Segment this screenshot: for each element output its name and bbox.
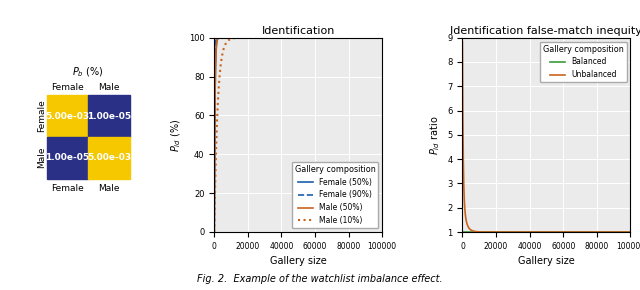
Text: $P_b$ (%): $P_b$ (%) [72, 66, 104, 79]
Bar [47, 137, 88, 179]
Female (50%) [211, 230, 218, 233]
Female (90%) [343, 36, 351, 39]
Unbalanced [627, 230, 634, 234]
Female (90%) [378, 36, 386, 39]
Male (50%) [374, 36, 381, 39]
Female (50%) [219, 36, 227, 39]
Female (50%) [288, 36, 296, 39]
Text: 1.00e-05: 1.00e-05 [87, 112, 131, 121]
Unbalanced [622, 230, 630, 234]
Male (50%) [378, 36, 386, 39]
Line: Female (90%): Female (90%) [214, 38, 382, 231]
Text: Male: Male [37, 147, 46, 168]
Legend: Female (50%), Female (90%), Male (50%), Male (10%): Female (50%), Female (90%), Male (50%), … [291, 162, 378, 228]
Text: 5.00e-03: 5.00e-03 [87, 153, 131, 162]
Balanced [540, 230, 548, 234]
Title: Identification: Identification [262, 26, 335, 36]
Male (50%) [374, 36, 381, 39]
Text: Female: Female [51, 184, 84, 193]
Y-axis label: $P_{id}$ (%): $P_{id}$ (%) [170, 118, 183, 152]
Text: Female: Female [51, 83, 84, 92]
Text: Male: Male [99, 83, 120, 92]
Balanced [621, 230, 629, 234]
Balanced [536, 230, 543, 234]
Unbalanced [540, 230, 548, 234]
Female (90%) [292, 36, 300, 39]
X-axis label: Gallery size: Gallery size [518, 256, 575, 266]
Male (10%) [211, 230, 218, 234]
Male (10%) [343, 36, 351, 39]
Bar [88, 95, 130, 137]
Female (90%) [374, 36, 381, 39]
Title: Identification false-match inequity: Identification false-match inequity [451, 26, 640, 36]
Legend: Balanced, Unbalanced: Balanced, Unbalanced [540, 41, 627, 82]
Female (50%) [374, 36, 381, 39]
Male (10%) [292, 36, 300, 39]
Female (50%) [374, 36, 381, 39]
Male (10%) [378, 36, 386, 39]
Y-axis label: $P_{id}$ ratio: $P_{id}$ ratio [428, 115, 442, 155]
Male (50%) [211, 230, 218, 233]
Bar [88, 137, 130, 179]
Female (50%) [378, 36, 386, 39]
Female (50%) [343, 36, 351, 39]
Male (50%) [236, 36, 243, 39]
Line: Male (50%): Male (50%) [214, 38, 382, 231]
Text: Female: Female [37, 100, 46, 133]
Male (50%) [292, 36, 300, 39]
Balanced [459, 230, 467, 234]
Line: Male (10%): Male (10%) [214, 38, 382, 232]
Male (50%) [219, 36, 227, 39]
Text: 1.00e-05: 1.00e-05 [45, 153, 90, 162]
Male (10%) [374, 36, 381, 39]
Male (50%) [343, 36, 351, 39]
Text: 5.00e-03: 5.00e-03 [45, 112, 90, 121]
Female (90%) [219, 36, 227, 39]
Female (90%) [225, 36, 232, 39]
Male (10%) [287, 36, 295, 39]
X-axis label: Gallery size: Gallery size [270, 256, 326, 266]
Line: Female (50%): Female (50%) [214, 38, 382, 231]
Male (50%) [288, 36, 296, 39]
Male (10%) [219, 50, 227, 54]
Balanced [621, 230, 629, 234]
Female (90%) [288, 36, 296, 39]
Unbalanced [536, 230, 543, 234]
Female (90%) [374, 36, 381, 39]
Unbalanced [591, 230, 598, 234]
Bar [47, 95, 88, 137]
Male (10%) [374, 36, 381, 39]
Unbalanced [467, 228, 475, 232]
Female (90%) [211, 229, 218, 233]
Female (50%) [236, 36, 243, 39]
Female (50%) [292, 36, 300, 39]
Balanced [627, 230, 634, 234]
Unbalanced [621, 230, 629, 234]
Unbalanced [582, 230, 589, 234]
Line: Unbalanced: Unbalanced [463, 42, 630, 232]
Balanced [467, 230, 475, 234]
Text: Fig. 2.  Example of the watchlist imbalance effect.: Fig. 2. Example of the watchlist imbalan… [197, 274, 443, 284]
Male (10%) [333, 36, 341, 39]
Unbalanced [459, 40, 467, 44]
Balanced [591, 230, 598, 234]
Text: Male: Male [99, 184, 120, 193]
